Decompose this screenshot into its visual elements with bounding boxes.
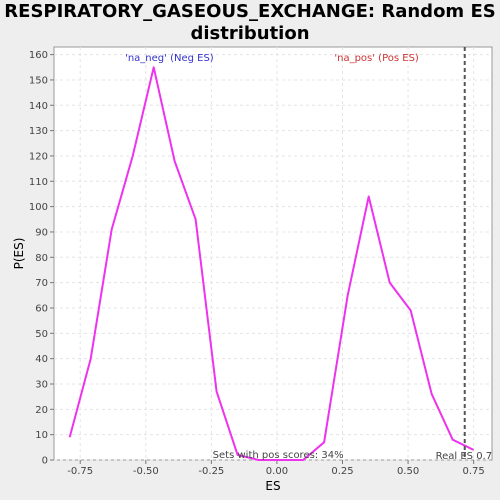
plot-area [53,46,493,461]
y-tick-label: 120 [29,151,48,162]
x-tick-label: 0.00 [266,466,288,477]
y-tick-label: 90 [35,227,48,238]
x-tick-label: -0.25 [198,466,224,477]
x-tick-label: 0.50 [397,466,419,477]
x-tick-label: -0.75 [67,466,93,477]
y-tick-label: 140 [29,101,48,112]
y-tick-label: 10 [35,430,48,441]
x-tick-label: 0.25 [331,466,353,477]
y-tick-label: 160 [29,50,48,61]
real-es-label: Real ES 0.7 [436,451,492,462]
x-axis: -0.75 -0.50 -0.25 0.00 0.25 0.50 0.75 [67,460,485,477]
y-tick-label: 30 [35,379,48,390]
y-tick-label: 20 [35,405,48,416]
x-tick-label: -0.50 [133,466,159,477]
y-tick-label: 60 [35,303,48,314]
es-distribution-line [68,66,475,461]
grid [54,47,492,461]
y-axis: 0 10 20 30 40 50 60 70 80 90 100 110 120 130 140 150 160 [29,50,54,467]
y-tick-label: 150 [29,75,48,86]
y-tick-label: 130 [29,126,48,137]
x-tick-label: 0.75 [463,466,485,477]
y-axis-label: P(ES) [12,238,26,270]
pos-es-label: 'na_pos' (Pos ES) [334,53,419,64]
y-tick-label: 70 [35,278,48,289]
chart-title: RESPIRATORY_GASEOUS_EXCHANGE: Random ES … [4,1,496,44]
y-tick-label: 0 [42,456,48,467]
y-tick-label: 100 [29,202,48,213]
y-tick-label: 40 [35,354,48,365]
y-tick-label: 50 [35,329,48,340]
y-tick-label: 80 [35,253,48,264]
y-tick-label: 110 [29,177,48,188]
neg-es-label: 'na_neg' (Neg ES) [125,53,214,64]
pos-scores-label: Sets with pos scores: 34% [213,450,344,461]
x-axis-label: ES [265,479,280,493]
